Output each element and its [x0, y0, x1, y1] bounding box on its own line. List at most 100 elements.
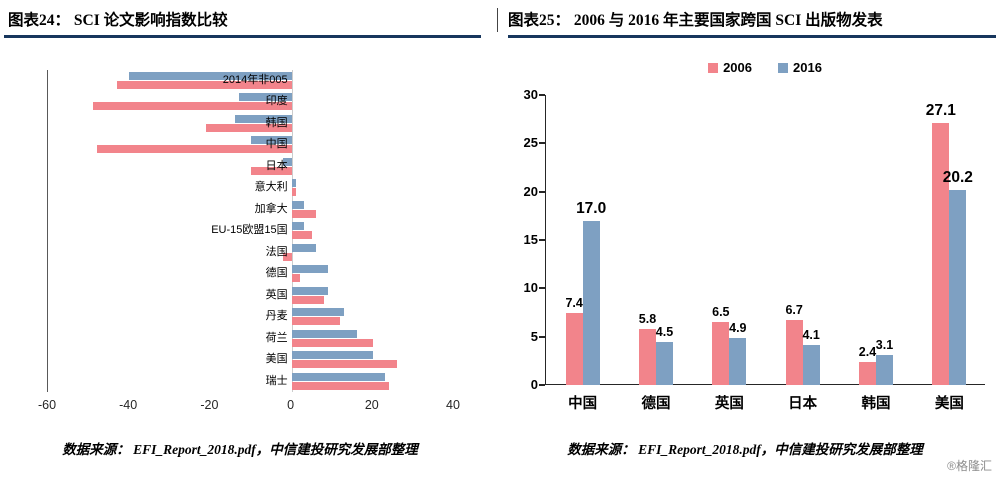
- legend-label-2016: 2016: [793, 60, 822, 75]
- x-tick-label: -20: [200, 398, 219, 412]
- y-tick-label: 25: [523, 135, 538, 151]
- bar-series_blue: [291, 200, 304, 209]
- legend-swatch-2006: [708, 62, 719, 73]
- bar-series_blue: [291, 179, 296, 188]
- bar-series_pink: [92, 102, 292, 111]
- right-source-note: 数据来源： EFI_Report_2018.pdf，中信建投研究发展部整理: [567, 442, 923, 457]
- category-label: 瑞士: [265, 374, 288, 387]
- bar-2016: [729, 337, 747, 385]
- right-title-rule: [508, 35, 996, 38]
- bar-series_pink: [206, 123, 292, 132]
- bar-series_blue: [238, 93, 292, 102]
- y-tick-mark: [539, 142, 545, 145]
- left-panel: 图表24： SCI 论文影响指数比较 2014年非005 印度 韩国 中国 日本 意大利加…: [4, 12, 481, 457]
- sci-index-x-axis: -60 -40 -20 0 20 40: [38, 398, 460, 414]
- bar-series_pink: [291, 274, 300, 283]
- right-chart-title: 图表25： 2006 与 2016 年主要国家跨国 SCI 出版物发表: [508, 12, 883, 29]
- bar-series_blue: [129, 72, 292, 80]
- x-tick-label: -60: [37, 398, 57, 412]
- bar-series_pink: [291, 317, 341, 326]
- header-divider: [497, 8, 498, 32]
- category-label: 印度: [265, 95, 288, 108]
- left-source-note: 数据来源： EFI_Report_2018.pdf，中信建投研究发展部整理: [62, 442, 418, 457]
- y-tick-mark: [539, 335, 545, 338]
- bar-value-label: 4.5: [655, 324, 674, 339]
- bar-series_pink: [291, 209, 316, 218]
- category-label: 丹麦: [265, 310, 288, 323]
- bar-series_pink: [291, 188, 296, 197]
- x-tick-label: 0: [287, 398, 295, 412]
- bar-2006: [859, 361, 876, 385]
- bar-value-label: 4.9: [729, 320, 747, 335]
- bar-2006: [785, 320, 803, 385]
- bar-value-label: 17.0: [576, 199, 607, 217]
- bar-series_pink: [291, 231, 312, 240]
- zero-axis-line: [291, 70, 293, 392]
- category-label: 英国: [265, 288, 288, 301]
- bar-value-label: 2.4: [858, 344, 877, 359]
- bar-2006: [712, 322, 730, 385]
- bar-value-label: 4.1: [802, 328, 820, 343]
- bar-value-label: 27.1: [925, 102, 956, 120]
- bar-series_pink: [96, 145, 292, 154]
- category-label: 法国: [265, 245, 288, 258]
- x-category-label: 韩国: [861, 396, 891, 412]
- x-tick-label: -40: [119, 398, 138, 412]
- bar-series_blue: [291, 329, 357, 338]
- left-chart-title: 图表24： SCI 论文影响指数比较: [8, 12, 228, 29]
- category-label: 美国: [265, 353, 288, 366]
- y-tick-mark: [539, 287, 545, 290]
- category-label: 加拿大: [254, 202, 288, 215]
- category-label: 韩国: [265, 116, 288, 129]
- bar-series_blue: [291, 222, 304, 231]
- publications-y-axis: 0 5 10 15 20 25 30: [510, 87, 540, 392]
- bar-value-label: 20.2: [942, 168, 973, 186]
- bar-series_blue: [291, 286, 329, 295]
- y-tick-label: 5: [530, 328, 538, 344]
- category-label: 中国: [265, 138, 288, 151]
- x-category-label: 中国: [568, 396, 598, 412]
- chart-legend: 2006 2016: [545, 60, 985, 75]
- watermark: ®格隆汇: [947, 459, 992, 473]
- bar-series_blue: [291, 265, 329, 274]
- y-tick-label: 0: [530, 377, 538, 392]
- category-label: 日本: [265, 159, 288, 172]
- category-label: 德国: [265, 267, 288, 280]
- y-tick-label: 20: [523, 183, 538, 199]
- x-category-label: 英国: [714, 396, 744, 412]
- bar-series_blue: [251, 136, 292, 145]
- bar-2016: [949, 189, 967, 385]
- sci-index-plot: 2014年非005 印度 韩国 中国 日本 意大利 加拿大 EU-15欧盟15国 法国 德国 英国丹…: [47, 70, 453, 392]
- publications-plot: 7.4 17.0 中国 5.8 4.5 德国 6.5 4.9 英国 6.7 4.1 日本 2.4 3.1 韩…: [539, 94, 985, 412]
- legend-swatch-2016: [778, 62, 788, 73]
- bar-series_pink: [251, 166, 292, 175]
- bar-series_blue: [283, 157, 292, 166]
- y-tick-mark: [539, 239, 545, 241]
- bar-value-label: 6.7: [785, 303, 803, 318]
- y-tick-label: 30: [523, 87, 538, 102]
- bar-value-label: 6.5: [712, 305, 730, 320]
- legend-label-2006: 2006: [723, 60, 752, 75]
- bar-series_blue: [291, 351, 373, 360]
- bar-series_pink: [283, 252, 292, 261]
- bar-series_blue: [234, 114, 292, 123]
- bar-series_pink: [291, 295, 325, 304]
- x-category-label: 德国: [641, 396, 671, 412]
- bar-2016: [876, 355, 893, 385]
- bar-series_pink: [117, 81, 292, 89]
- bar-series_pink: [291, 381, 390, 390]
- y-tick-mark: [539, 384, 545, 386]
- y-tick-label: 10: [523, 280, 538, 296]
- bar-series_blue: [291, 372, 385, 381]
- bar-series_pink: [291, 338, 373, 347]
- bar-series_blue: [291, 243, 316, 252]
- x-category-label: 日本: [788, 396, 818, 412]
- right-panel: 图表25： 2006 与 2016 年主要国家跨国 SCI 出版物发表 2006…: [500, 0, 1000, 479]
- bar-series_pink: [291, 360, 398, 369]
- y-tick-mark: [539, 94, 545, 96]
- y-tick-label: 15: [523, 232, 538, 247]
- bar-2016: [582, 220, 600, 385]
- bar-value-label: 7.4: [565, 296, 583, 311]
- category-label: 荷兰: [265, 331, 288, 344]
- bar-2006: [565, 313, 583, 385]
